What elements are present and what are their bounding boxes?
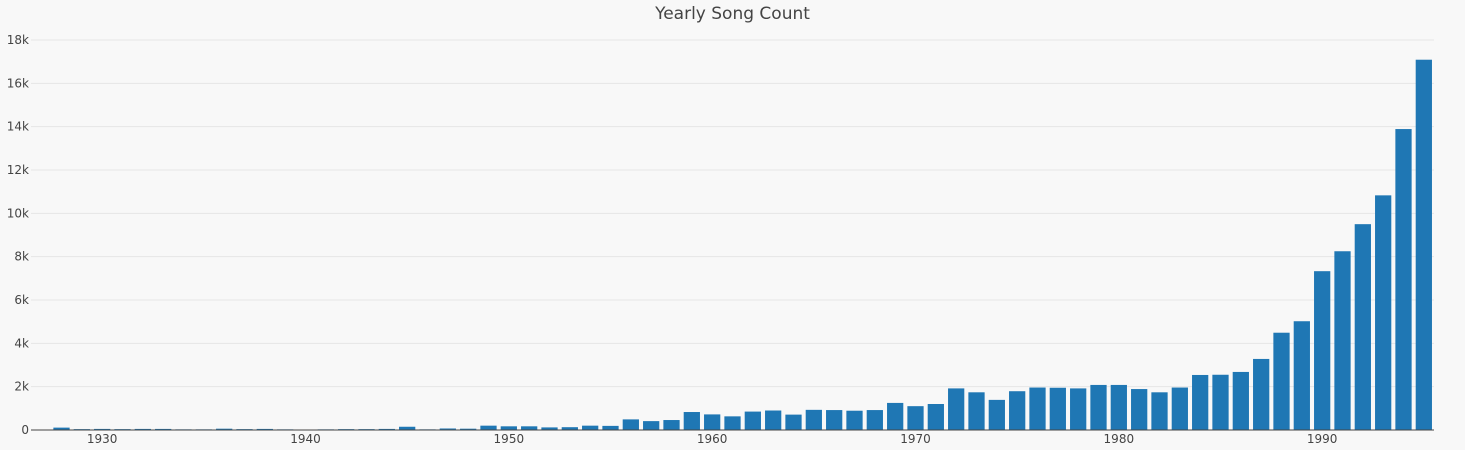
bar[interactable] — [1314, 271, 1331, 430]
bar[interactable] — [134, 428, 151, 430]
bar[interactable] — [1273, 332, 1290, 430]
bar[interactable] — [541, 427, 558, 430]
bar[interactable] — [561, 427, 578, 430]
bar[interactable] — [704, 414, 721, 430]
x-tick-label: 1940 — [290, 432, 321, 446]
bar[interactable] — [500, 426, 517, 430]
bar[interactable] — [1395, 129, 1412, 431]
bar[interactable] — [643, 421, 660, 430]
y-tick-label: 6k — [14, 293, 29, 307]
y-tick-label: 8k — [14, 250, 29, 264]
bar[interactable] — [1090, 384, 1107, 430]
bar[interactable] — [765, 410, 782, 431]
bar[interactable] — [1171, 387, 1188, 430]
bar[interactable] — [1334, 251, 1351, 430]
x-tick-label: 1960 — [697, 432, 728, 446]
bar[interactable] — [1029, 387, 1046, 430]
bar[interactable] — [866, 410, 883, 430]
bar[interactable] — [663, 420, 680, 430]
bar[interactable] — [53, 427, 70, 430]
bar[interactable] — [948, 388, 965, 430]
bar[interactable] — [216, 428, 233, 430]
bar[interactable] — [399, 426, 416, 430]
bar[interactable] — [826, 410, 843, 430]
bar[interactable] — [1293, 321, 1310, 430]
x-tick-label: 1930 — [87, 432, 118, 446]
bar[interactable] — [927, 404, 944, 430]
x-tick-label: 1970 — [900, 432, 931, 446]
x-tick-label: 1950 — [494, 432, 525, 446]
bar[interactable] — [1151, 392, 1168, 430]
bar[interactable] — [907, 406, 924, 430]
y-tick-label: 4k — [14, 336, 29, 350]
bars — [33, 59, 1432, 431]
bar[interactable] — [744, 411, 761, 430]
bar[interactable] — [480, 425, 497, 430]
y-tick-label: 14k — [7, 120, 29, 134]
bar[interactable] — [1131, 389, 1148, 430]
y-tick-label: 12k — [7, 163, 29, 177]
bar[interactable] — [1415, 59, 1432, 430]
bar[interactable] — [521, 426, 538, 430]
y-tick-label: 10k — [7, 206, 29, 220]
bar[interactable] — [1110, 384, 1127, 430]
bar[interactable] — [622, 419, 639, 430]
bar[interactable] — [1192, 374, 1209, 430]
bar[interactable] — [155, 428, 172, 430]
bar[interactable] — [1070, 388, 1087, 430]
bar[interactable] — [378, 428, 395, 430]
y-tick-label: 16k — [7, 76, 29, 90]
y-tick-label: 2k — [14, 380, 29, 394]
bar[interactable] — [582, 425, 599, 430]
axes: 0 2k 4k 6k 8k 10k 12k 14k 16k 18k 1930 1940 1950 1960… — [7, 33, 1434, 446]
bar[interactable] — [1009, 391, 1026, 430]
bar[interactable] — [439, 428, 456, 430]
bar[interactable] — [968, 392, 985, 430]
bar[interactable] — [1354, 224, 1371, 430]
bar[interactable] — [256, 428, 273, 430]
bar[interactable] — [1212, 374, 1229, 430]
bar[interactable] — [602, 425, 619, 430]
bar[interactable] — [988, 399, 1005, 430]
y-tick-label: 0 — [21, 423, 29, 437]
bar[interactable] — [1375, 195, 1392, 430]
x-tick-label: 1980 — [1104, 432, 1135, 446]
bar[interactable] — [805, 409, 822, 430]
bar[interactable] — [1049, 387, 1066, 430]
chart-title: Yearly Song Count — [655, 4, 810, 24]
bar[interactable] — [785, 414, 802, 430]
bar[interactable] — [887, 402, 904, 430]
y-tick-label: 18k — [7, 33, 29, 47]
x-tick-label: 1990 — [1307, 432, 1338, 446]
bar[interactable] — [683, 412, 700, 430]
bar[interactable] — [1232, 371, 1249, 430]
grid-lines — [31, 39, 1434, 388]
bar[interactable] — [724, 416, 741, 430]
bar[interactable] — [846, 410, 863, 430]
bar[interactable] — [1253, 358, 1270, 430]
bar[interactable] — [94, 428, 111, 430]
bar[interactable] — [460, 428, 477, 430]
